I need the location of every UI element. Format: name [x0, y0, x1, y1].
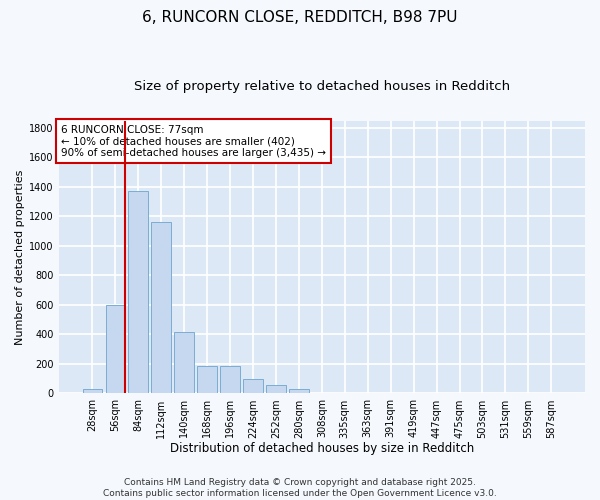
Title: Size of property relative to detached houses in Redditch: Size of property relative to detached ho…: [134, 80, 510, 93]
Bar: [243, 378, 263, 394]
Text: 6, RUNCORN CLOSE, REDDITCH, B98 7PU: 6, RUNCORN CLOSE, REDDITCH, B98 7PU: [142, 10, 458, 25]
Bar: [220, 366, 240, 394]
Y-axis label: Number of detached properties: Number of detached properties: [15, 170, 25, 344]
Bar: [175, 332, 194, 394]
Bar: [289, 389, 308, 394]
X-axis label: Distribution of detached houses by size in Redditch: Distribution of detached houses by size …: [170, 442, 474, 455]
Bar: [151, 222, 171, 394]
Bar: [128, 192, 148, 394]
Bar: [266, 384, 286, 394]
Bar: [197, 366, 217, 394]
Text: 6 RUNCORN CLOSE: 77sqm
← 10% of detached houses are smaller (402)
90% of semi-de: 6 RUNCORN CLOSE: 77sqm ← 10% of detached…: [61, 124, 326, 158]
Text: Contains HM Land Registry data © Crown copyright and database right 2025.
Contai: Contains HM Land Registry data © Crown c…: [103, 478, 497, 498]
Bar: [83, 389, 102, 394]
Bar: [358, 392, 377, 394]
Bar: [312, 392, 332, 394]
Bar: [106, 305, 125, 394]
